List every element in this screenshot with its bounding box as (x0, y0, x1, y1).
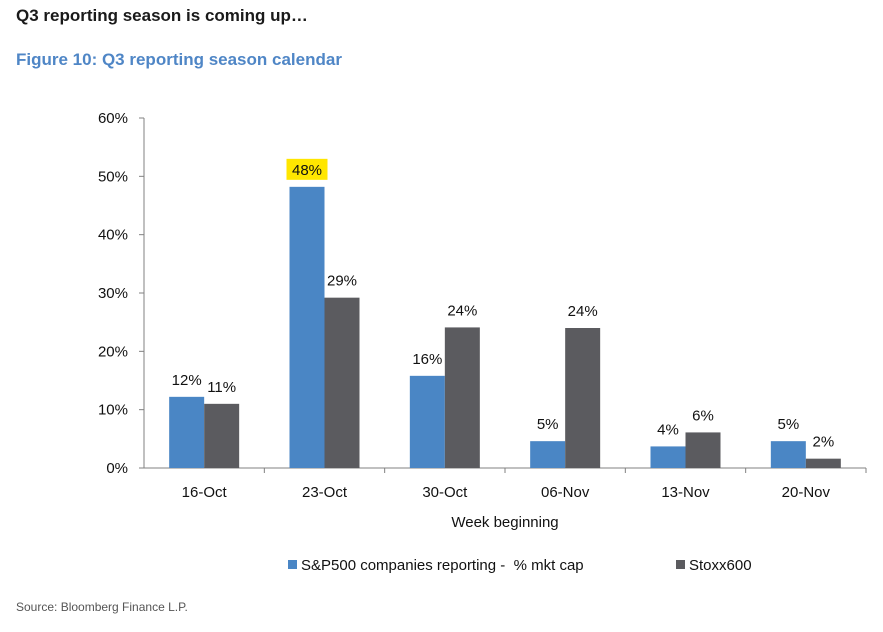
headline: Q3 reporting season is coming up… (16, 6, 308, 25)
bar-stoxx600-20-nov (805, 458, 841, 468)
chart-data-labels: 12% 11% 48% 29% 16% 24% 5% 24% 4% 6% 5% 2% (172, 158, 834, 451)
legend-label-sp500: S&P500 companies reporting - % mkt cap (301, 557, 584, 574)
legend-label-stoxx600: Stoxx600 (689, 557, 752, 574)
source-note: Source: Bloomberg Finance L.P. (16, 600, 188, 614)
y-tick-label: 50% (98, 168, 128, 185)
data-label: 12% (172, 372, 202, 389)
chart-bars (169, 186, 841, 469)
y-tick-label: 10% (98, 402, 128, 419)
bar-sp500-06-nov (530, 441, 566, 468)
bar-stoxx600-30-oct (444, 327, 480, 468)
x-tick-label: 20-Nov (782, 484, 831, 501)
data-label: 24% (568, 303, 598, 320)
bar-stoxx600-13-nov (685, 432, 721, 468)
y-tick-label: 0% (106, 460, 128, 477)
figure-title: Figure 10: Q3 reporting season calendar (16, 50, 342, 69)
data-label: 24% (447, 302, 477, 319)
data-label: 11% (207, 379, 236, 396)
data-label: 16% (412, 351, 442, 368)
data-label: 2% (812, 434, 834, 451)
y-tick-label: 30% (98, 285, 128, 302)
data-label: 29% (327, 273, 357, 290)
data-label: 5% (537, 416, 559, 433)
data-label: 4% (657, 421, 679, 438)
chart-axes: 0% 10% 20% 30% 40% 50% 60% 16-Oct 23-Oct 30-Oct 06… (98, 110, 867, 501)
bar-stoxx600-23-oct (324, 297, 360, 468)
chart-legend: S&P500 companies reporting - % mkt cap S… (288, 557, 752, 574)
data-label: 6% (692, 407, 714, 424)
bar-sp500-23-oct (289, 186, 325, 469)
bar-sp500-16-oct (169, 396, 205, 468)
x-tick-label: 13-Nov (661, 484, 710, 501)
bar-sp500-20-nov (770, 441, 806, 468)
bar-sp500-30-oct (409, 375, 445, 468)
x-tick-label: 06-Nov (541, 484, 590, 501)
x-tick-label: 30-Oct (422, 484, 468, 501)
bar-stoxx600-06-nov (565, 328, 601, 468)
bar-stoxx600-16-oct (204, 403, 240, 468)
x-axis-title: Week beginning (451, 514, 558, 531)
y-tick-label: 40% (98, 227, 128, 244)
x-tick-label: 23-Oct (302, 484, 348, 501)
legend-swatch-sp500 (288, 560, 297, 569)
data-label: 48% (292, 162, 322, 179)
legend-swatch-stoxx600 (676, 560, 685, 569)
y-tick-label: 20% (98, 343, 128, 360)
x-tick-label: 16-Oct (182, 484, 228, 501)
highlight-box (286, 158, 328, 180)
y-tick-label: 60% (98, 110, 128, 127)
bar-sp500-13-nov (650, 446, 686, 468)
data-label: 5% (777, 416, 799, 433)
